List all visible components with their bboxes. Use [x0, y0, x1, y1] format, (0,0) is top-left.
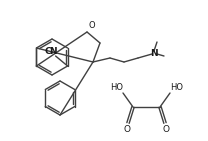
Text: O: O [89, 21, 95, 30]
Text: O: O [162, 125, 170, 134]
Text: N: N [150, 49, 158, 59]
Text: HO: HO [110, 82, 124, 92]
Text: O: O [124, 125, 130, 134]
Text: N: N [49, 48, 56, 57]
Text: C: C [44, 48, 51, 57]
Text: HO: HO [171, 82, 183, 92]
